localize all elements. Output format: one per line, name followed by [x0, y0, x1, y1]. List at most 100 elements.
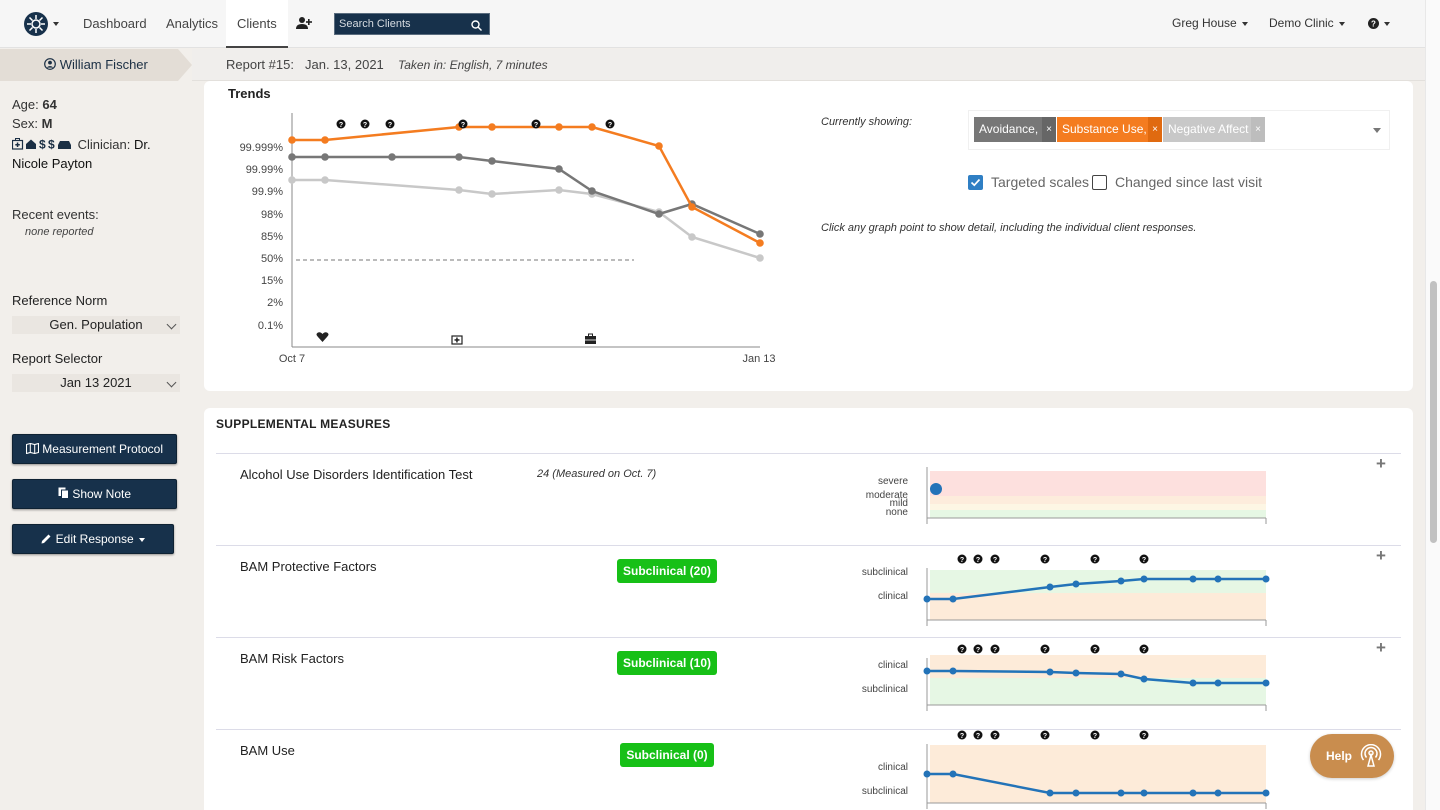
help-button[interactable]: Help	[1310, 734, 1394, 778]
question-circle-icon: ?	[1139, 644, 1149, 654]
client-age: Age: 64	[12, 97, 57, 112]
nav-dashboard[interactable]: Dashboard	[83, 16, 147, 31]
bam-use-chart[interactable]: ??????	[216, 730, 1401, 810]
changed-since-checkbox[interactable]	[1092, 175, 1107, 190]
tag-avoidance-remove[interactable]: ×	[1042, 117, 1056, 142]
currently-showing-label: Currently showing:	[821, 116, 913, 128]
question-circle-icon: ?	[531, 119, 541, 129]
y-tick-label: 85%	[260, 230, 283, 243]
bam-protective-chart[interactable]: ??????	[216, 546, 1401, 638]
data-point	[388, 153, 396, 161]
y-tick-label: 50%	[260, 253, 283, 265]
data-point	[455, 153, 463, 161]
logo-dropdown-caret[interactable]	[53, 22, 59, 26]
data-point	[488, 157, 496, 165]
edit-response-button[interactable]: Edit Response	[12, 524, 174, 554]
svg-text:?: ?	[461, 122, 465, 129]
recent-events-value: none reported	[25, 226, 94, 238]
trends-chart[interactable]: ??????	[204, 81, 804, 391]
search-input[interactable]	[335, 14, 465, 34]
measure-row-bam-use: BAM Use Subclinical (0) ?????? clinical …	[216, 729, 1401, 810]
svg-text:?: ?	[960, 557, 964, 564]
copy-icon	[58, 487, 69, 499]
help-menu[interactable]: ?	[1368, 0, 1390, 48]
y-tick-label: 99.99%	[245, 164, 283, 177]
svg-text:?: ?	[1093, 557, 1097, 564]
level-label: none	[885, 507, 908, 518]
svg-text:?: ?	[534, 122, 538, 129]
data-point	[1140, 675, 1148, 683]
data-point	[1117, 789, 1125, 797]
targeted-scales-checkbox[interactable]	[968, 175, 983, 190]
level-label: clinical	[877, 660, 908, 671]
expand-button[interactable]: +	[1376, 546, 1386, 565]
data-point	[1262, 575, 1270, 583]
clinic-menu[interactable]: Demo Clinic	[1269, 0, 1345, 48]
series-line-substance-use	[292, 125, 761, 245]
changed-since-label[interactable]: Changed since last visit	[1115, 174, 1263, 190]
page-scrollbar[interactable]	[1425, 0, 1440, 810]
band-none	[930, 510, 1266, 518]
y-tick-label: 15%	[260, 275, 283, 288]
question-circle-icon: ?	[1368, 18, 1379, 30]
svg-text:?: ?	[1142, 733, 1146, 740]
question-circle-icon: ?	[957, 644, 967, 654]
nav-analytics[interactable]: Analytics	[166, 16, 219, 31]
data-point	[321, 176, 329, 184]
tag-substance-use: Substance Use,	[1057, 117, 1148, 142]
data-point	[1262, 789, 1270, 797]
y-tick-label: 2%	[267, 297, 283, 310]
data-point	[555, 165, 563, 173]
chevron-down-icon	[1338, 21, 1345, 26]
level-label: subclinical	[861, 684, 908, 695]
measurement-protocol-button[interactable]: Measurement Protocol	[12, 434, 177, 464]
question-circle-icon: ?	[1090, 644, 1100, 654]
reference-norm-select[interactable]: Gen. Population	[12, 316, 180, 334]
targeted-scales-label[interactable]: Targeted scales	[991, 174, 1090, 190]
pencil-icon	[41, 534, 51, 544]
data-point	[1046, 789, 1054, 797]
measure-name: BAM Use	[240, 743, 295, 758]
chevron-down-icon	[138, 537, 145, 542]
svg-text:?: ?	[363, 122, 367, 129]
clinic-logo-icon[interactable]	[24, 12, 48, 36]
signal-icon	[1360, 744, 1382, 767]
data-point	[1189, 575, 1197, 583]
data-point	[288, 136, 296, 144]
audit-severity-chart[interactable]	[216, 454, 1401, 546]
svg-text:?: ?	[1093, 733, 1097, 740]
user-menu[interactable]: Greg House	[1172, 0, 1248, 48]
scrollbar-thumb[interactable]	[1430, 281, 1437, 543]
data-point	[923, 667, 931, 675]
tag-substance-use-remove[interactable]: ×	[1148, 117, 1162, 142]
x-tick-end: Jan 13	[742, 353, 776, 365]
data-point	[555, 123, 563, 131]
level-label: clinical	[877, 591, 908, 602]
data-point	[455, 186, 463, 194]
expand-button[interactable]: +	[1376, 454, 1386, 473]
question-circle-icon: ?	[385, 119, 395, 129]
series-line-negative-affect	[292, 178, 761, 260]
expand-button[interactable]: +	[1376, 638, 1386, 657]
client-name-tab[interactable]: William Fischer	[0, 49, 192, 81]
supplemental-card: SUPPLEMENTAL MEASURES Alcohol Use Disord…	[204, 408, 1413, 810]
search-icon[interactable]	[471, 18, 482, 36]
report-selector-value: Jan 13 2021	[60, 375, 132, 390]
tag-negative-affect-remove[interactable]: ×	[1251, 117, 1265, 142]
tag-avoidance: Avoidance,	[974, 117, 1042, 142]
report-selector-select[interactable]: Jan 13 2021	[12, 374, 180, 392]
scale-tags-select[interactable]: Avoidance, × Substance Use, × Negative A…	[968, 110, 1390, 150]
chevron-down-icon[interactable]	[1373, 128, 1381, 133]
measure-name: Alcohol Use Disorders Identification Tes…	[240, 467, 473, 482]
client-name: William Fischer	[59, 57, 148, 72]
data-point	[688, 203, 696, 211]
user-plus-icon[interactable]	[296, 16, 312, 35]
bam-risk-chart[interactable]: ??????	[216, 638, 1401, 730]
show-note-button[interactable]: Show Note	[12, 479, 177, 509]
data-point	[1189, 679, 1197, 687]
svg-text:?: ?	[1093, 647, 1097, 654]
series-line-avoidance	[292, 155, 761, 236]
nav-clients[interactable]: Clients	[226, 0, 288, 48]
question-circle-icon: ?	[1040, 730, 1050, 740]
svg-text:?: ?	[960, 733, 964, 740]
